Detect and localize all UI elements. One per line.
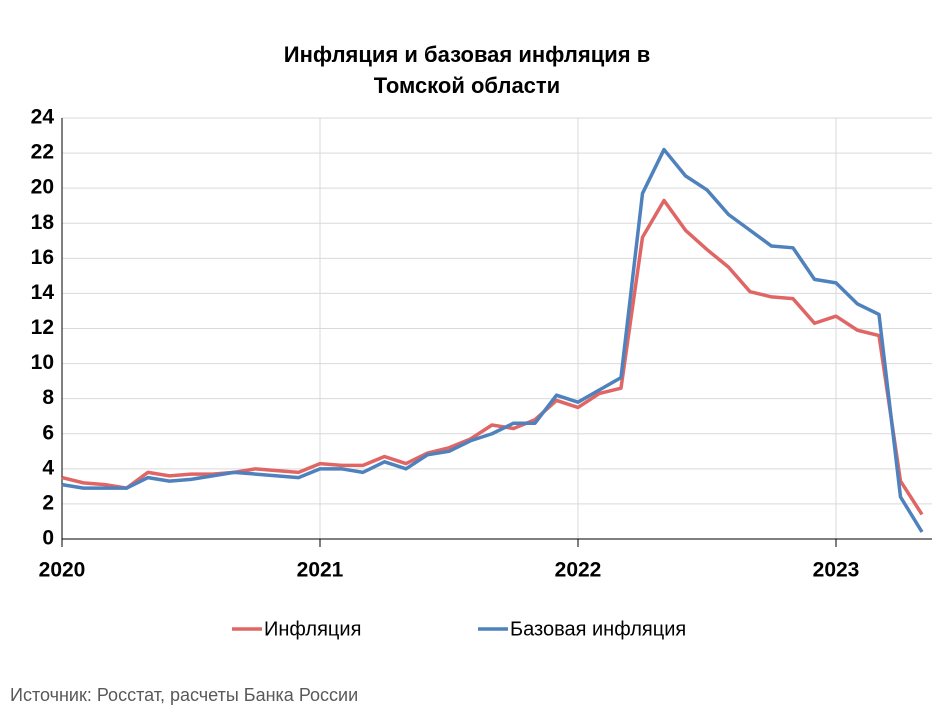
y-tick-label: 6 (42, 421, 54, 444)
x-tick-label: 2021 (297, 559, 344, 582)
chart-title: Инфляция и базовая инфляция в (284, 42, 650, 67)
source-note: Источник: Росстат, расчеты Банка России (10, 685, 358, 705)
x-tick-label: 2023 (813, 559, 860, 582)
y-tick-label: 20 (31, 176, 54, 199)
y-tick-label: 16 (31, 246, 54, 269)
y-tick-label: 2 (42, 491, 54, 514)
legend-label: Инфляция (264, 618, 361, 640)
y-tick-label: 4 (42, 456, 54, 479)
y-tick-label: 18 (31, 211, 55, 234)
x-tick-label: 2022 (555, 559, 602, 582)
line-series (61, 147, 924, 533)
y-tick-label: 22 (31, 141, 54, 164)
y-tick-label: 10 (31, 351, 54, 374)
y-tick-label: 24 (31, 106, 55, 129)
y-tick-label: 8 (42, 386, 54, 409)
y-tick-label: 14 (31, 281, 55, 304)
legend-label: Базовая инфляция (510, 618, 686, 640)
x-tick-label: 2020 (39, 559, 86, 582)
chart-title: Томской области (374, 73, 560, 98)
y-tick-label: 0 (42, 527, 54, 550)
line-series (61, 198, 924, 516)
y-tick-label: 12 (31, 316, 54, 339)
